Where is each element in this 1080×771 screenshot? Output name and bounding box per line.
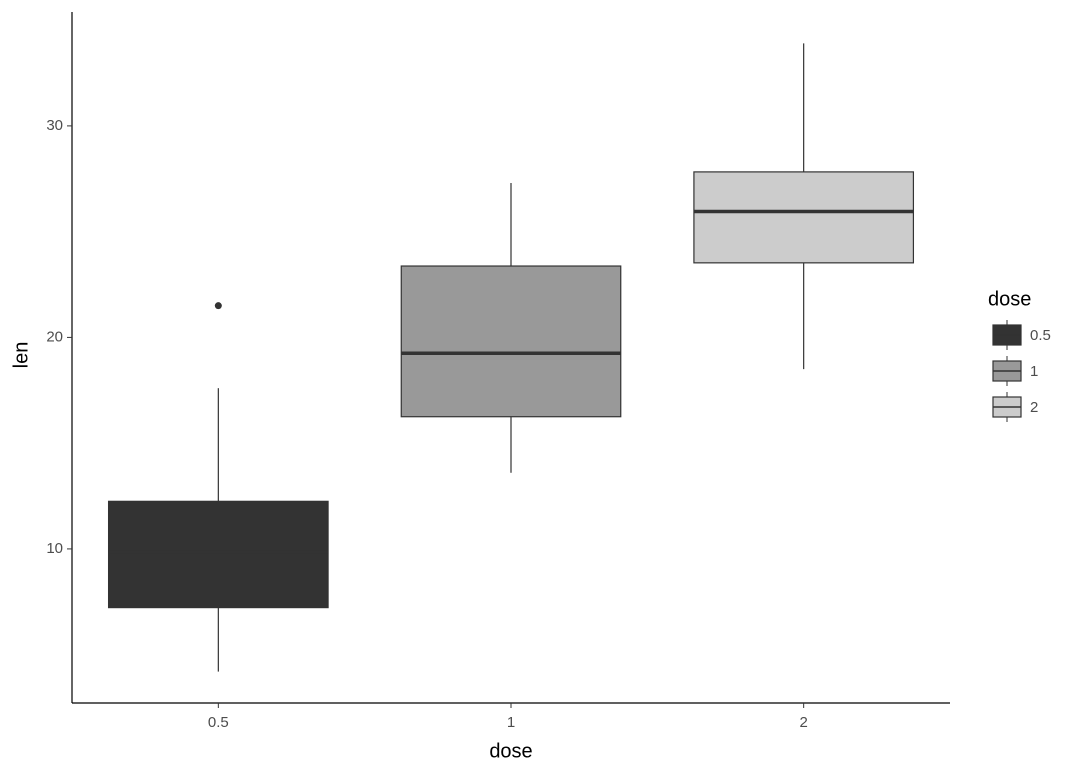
legend-title: dose [988,288,1031,310]
box [693,171,915,264]
outlier [214,302,222,310]
box [107,500,329,609]
y-tick-label: 20 [46,328,63,345]
y-axis-title: len [10,342,32,369]
x-tick-label: 2 [799,714,807,731]
y-tick-label: 10 [46,540,63,557]
legend-label: 2 [1030,399,1038,416]
legend-label: 0.5 [1030,327,1051,344]
x-axis-title: dose [489,740,532,762]
legend-label: 1 [1030,363,1038,380]
x-tick-label: 1 [507,714,515,731]
x-tick-label: 0.5 [208,714,229,731]
y-tick-label: 30 [46,117,63,134]
box [400,265,622,418]
